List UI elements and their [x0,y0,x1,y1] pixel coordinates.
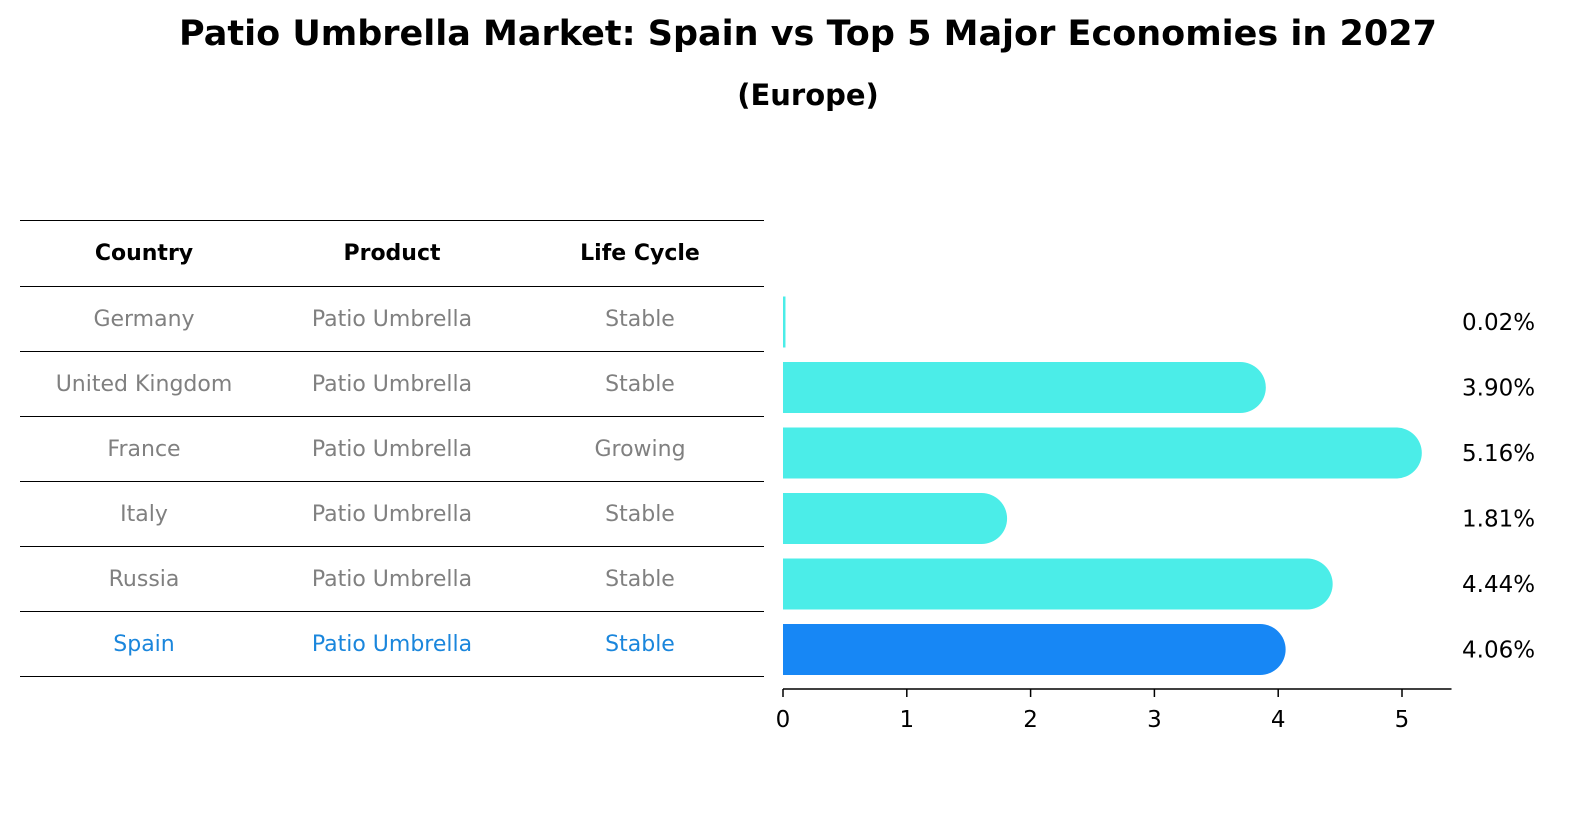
bar-germany [783,296,786,348]
table-row: Russia Patio Umbrella Stable [20,547,764,612]
chart-subtitle: (Europe) [737,78,879,112]
value-label: 4.44% [1462,572,1535,598]
x-tick-label: 2 [1023,707,1038,733]
bar-italy [783,493,1008,544]
country-cell: Spain [113,631,175,657]
table-row: Italy Patio Umbrella Stable [20,482,764,547]
header-country: Country [94,241,194,266]
product-cell: Patio Umbrella [311,631,473,657]
life-cycle-cell: Stable [605,501,675,527]
value-label: 1.81% [1462,507,1535,533]
product-cell: Patio Umbrella [311,566,473,592]
x-tick-label: 4 [1271,707,1286,733]
country-cell: France [107,436,181,462]
x-tick-label: 3 [1147,707,1162,733]
table-row: United Kingdom Patio Umbrella Stable [20,352,764,417]
country-cell: Germany [93,306,195,332]
header-product: Product [343,241,441,266]
bar-france [783,427,1422,479]
product-cell: Patio Umbrella [311,306,473,332]
x-tick-label: 5 [1395,707,1410,733]
bar-russia [783,558,1333,610]
life-cycle-cell: Growing [594,436,686,462]
header-life-cycle: Life Cycle [580,241,700,266]
country-cell: Russia [108,566,180,592]
x-tick-label: 0 [776,707,791,733]
country-cell: Italy [120,501,168,527]
life-cycle-cell: Stable [605,566,675,592]
x-tick-label: 1 [899,707,914,733]
value-label: 5.16% [1462,441,1535,467]
country-cell: United Kingdom [55,371,233,397]
value-label: 3.90% [1462,376,1535,402]
life-cycle-cell: Stable [605,631,675,657]
table-row: Germany Patio Umbrella Stable [20,287,764,352]
product-cell: Patio Umbrella [311,501,473,527]
table-row-highlighted: Spain Patio Umbrella Stable [20,612,764,677]
life-cycle-cell: Stable [605,371,675,397]
country-table: Country Product Life Cycle Germany Patio… [20,220,764,677]
chart-title: Patio Umbrella Market: Spain vs Top 5 Ma… [179,14,1437,54]
bar-spain [783,624,1286,675]
product-cell: Patio Umbrella [311,371,473,397]
table-header-row: Country Product Life Cycle [20,220,764,287]
life-cycle-cell: Stable [605,306,675,332]
value-label: 4.06% [1462,638,1535,664]
product-cell: Patio Umbrella [311,436,473,462]
table-row: France Patio Umbrella Growing [20,417,764,482]
bar-united-kingdom [783,362,1266,413]
value-label: 0.02% [1462,310,1535,336]
